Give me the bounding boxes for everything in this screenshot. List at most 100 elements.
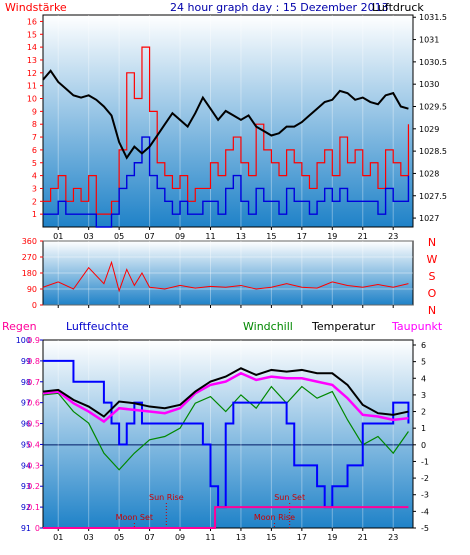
temp-tick-label: -1 [421, 457, 429, 466]
right-tick-label: 1030.5 [419, 58, 447, 67]
right-tick-label: 1028.5 [419, 147, 447, 156]
left-tick-label: 15 [27, 30, 37, 39]
x-tick-label: 03 [84, 533, 94, 542]
x-tick-label: 11 [205, 232, 215, 241]
humidity-tick-label: 98 [21, 378, 31, 387]
left-tick-label: 6 [32, 146, 37, 155]
sun-rise-label: Sun Rise [149, 493, 184, 502]
temp-tick-label: 2 [421, 408, 426, 417]
temp-tick-label: 5 [421, 358, 426, 367]
right-tick-label: 1029.5 [419, 102, 447, 111]
x-tick-label: 15 [266, 232, 276, 241]
x-tick-label: 05 [114, 232, 124, 241]
compass-label: W [427, 253, 438, 266]
x-tick-label: 07 [144, 533, 154, 542]
moon-set-label: Moon Set [116, 513, 153, 522]
temp-tick-label: -3 [421, 491, 429, 500]
direction-tick-label: 90 [27, 285, 37, 294]
windchill-series [42, 385, 409, 471]
right-tick-label: 1031.5 [419, 13, 447, 22]
right-tick-label: 1031 [419, 36, 439, 45]
humidity-tick-label: 95 [21, 440, 31, 449]
rain-tick-label: 0.4 [27, 440, 40, 449]
compass-label: O [428, 287, 437, 300]
panel-wind-pressure [42, 14, 414, 228]
x-tick-label: 15 [266, 533, 276, 542]
humidity-tick-label: 100 [16, 336, 31, 345]
x-tick-label: 13 [236, 533, 246, 542]
left-tick-label: 1 [32, 210, 37, 219]
right-tick-label: 1028 [419, 169, 439, 178]
humidity-tick-label: 93 [21, 482, 31, 491]
temp-tick-label: 6 [421, 341, 426, 350]
wind-series [43, 46, 410, 215]
temp-tick-label: -2 [421, 474, 429, 483]
header-title: 24 hour graph day : 15 Dezember 2013 [170, 1, 389, 14]
right-tick-label: 1029 [419, 125, 439, 134]
rain-tick-label: 0.1 [27, 503, 40, 512]
direction-tick-label: 0 [32, 301, 37, 310]
label-windchill: Windchill [243, 320, 293, 333]
x-tick-label: 19 [327, 533, 337, 542]
direction-series [42, 260, 409, 293]
sun-set-label: Sun Set [274, 493, 305, 502]
header-left-label: Windstärke [5, 1, 67, 14]
temp-tick-label: 3 [421, 391, 426, 400]
x-tick-label: 13 [236, 232, 246, 241]
x-tick-label: 17 [297, 533, 307, 542]
left-tick-label: 5 [32, 159, 37, 168]
humidity-tick-label: 94 [21, 461, 31, 470]
label-luftfeuchte: Luftfeuchte [66, 320, 129, 333]
compass-label: S [429, 270, 436, 283]
left-tick-label: 8 [32, 120, 37, 129]
humidity-tick-label: 97 [21, 399, 31, 408]
x-tick-label: 23 [388, 533, 398, 542]
x-tick-label: 07 [144, 232, 154, 241]
humidity-tick-label: 99 [21, 357, 31, 366]
x-tick-label: 23 [388, 232, 398, 241]
right-tick-label: 1027 [419, 214, 439, 223]
label-taupunkt: Taupunkt [391, 320, 443, 333]
x-tick-label: 19 [327, 232, 337, 241]
rain-tick-label: 0.9 [27, 336, 40, 345]
compass-label: N [428, 304, 436, 317]
right-tick-label: 1030 [419, 80, 439, 89]
x-tick-label: 09 [175, 232, 185, 241]
x-tick-label: 21 [358, 232, 368, 241]
humidity-tick-label: 96 [21, 420, 31, 429]
humidity-tick-label: 91 [21, 524, 31, 533]
panel-humidity-temperature [42, 339, 414, 529]
left-tick-label: 11 [27, 82, 37, 91]
compass-label: N [428, 236, 436, 249]
rain-series [43, 506, 409, 529]
direction-tick-label: 270 [22, 253, 37, 262]
rain-tick-label: 0.3 [27, 461, 40, 470]
rain-tick-label: 0.5 [27, 420, 40, 429]
direction-tick-label: 180 [22, 269, 37, 278]
temp-tick-label: 0 [421, 441, 426, 450]
gust-series [43, 136, 410, 228]
x-tick-label: 11 [205, 533, 215, 542]
left-tick-label: 12 [27, 69, 37, 78]
label-temperatur: Temperatur [311, 320, 376, 333]
rain-tick-label: 0 [35, 524, 40, 533]
left-tick-label: 9 [32, 107, 37, 116]
x-tick-label: 09 [175, 533, 185, 542]
left-tick-label: 2 [32, 197, 37, 206]
x-tick-label: 01 [53, 232, 63, 241]
temp-tick-label: -4 [421, 507, 429, 516]
humidity-tick-label: 92 [21, 503, 31, 512]
rain-tick-label: 0.2 [27, 482, 40, 491]
rain-tick-label: 0.6 [27, 399, 40, 408]
rain-tick-label: 0.7 [27, 378, 40, 387]
temp-tick-label: -5 [421, 524, 429, 533]
left-tick-label: 7 [32, 133, 37, 142]
left-tick-label: 16 [27, 17, 37, 26]
left-tick-label: 10 [27, 95, 37, 104]
x-tick-label: 17 [297, 232, 307, 241]
left-tick-label: 4 [32, 172, 37, 181]
rain-tick-label: 0.8 [27, 357, 40, 366]
left-tick-label: 13 [27, 56, 37, 65]
